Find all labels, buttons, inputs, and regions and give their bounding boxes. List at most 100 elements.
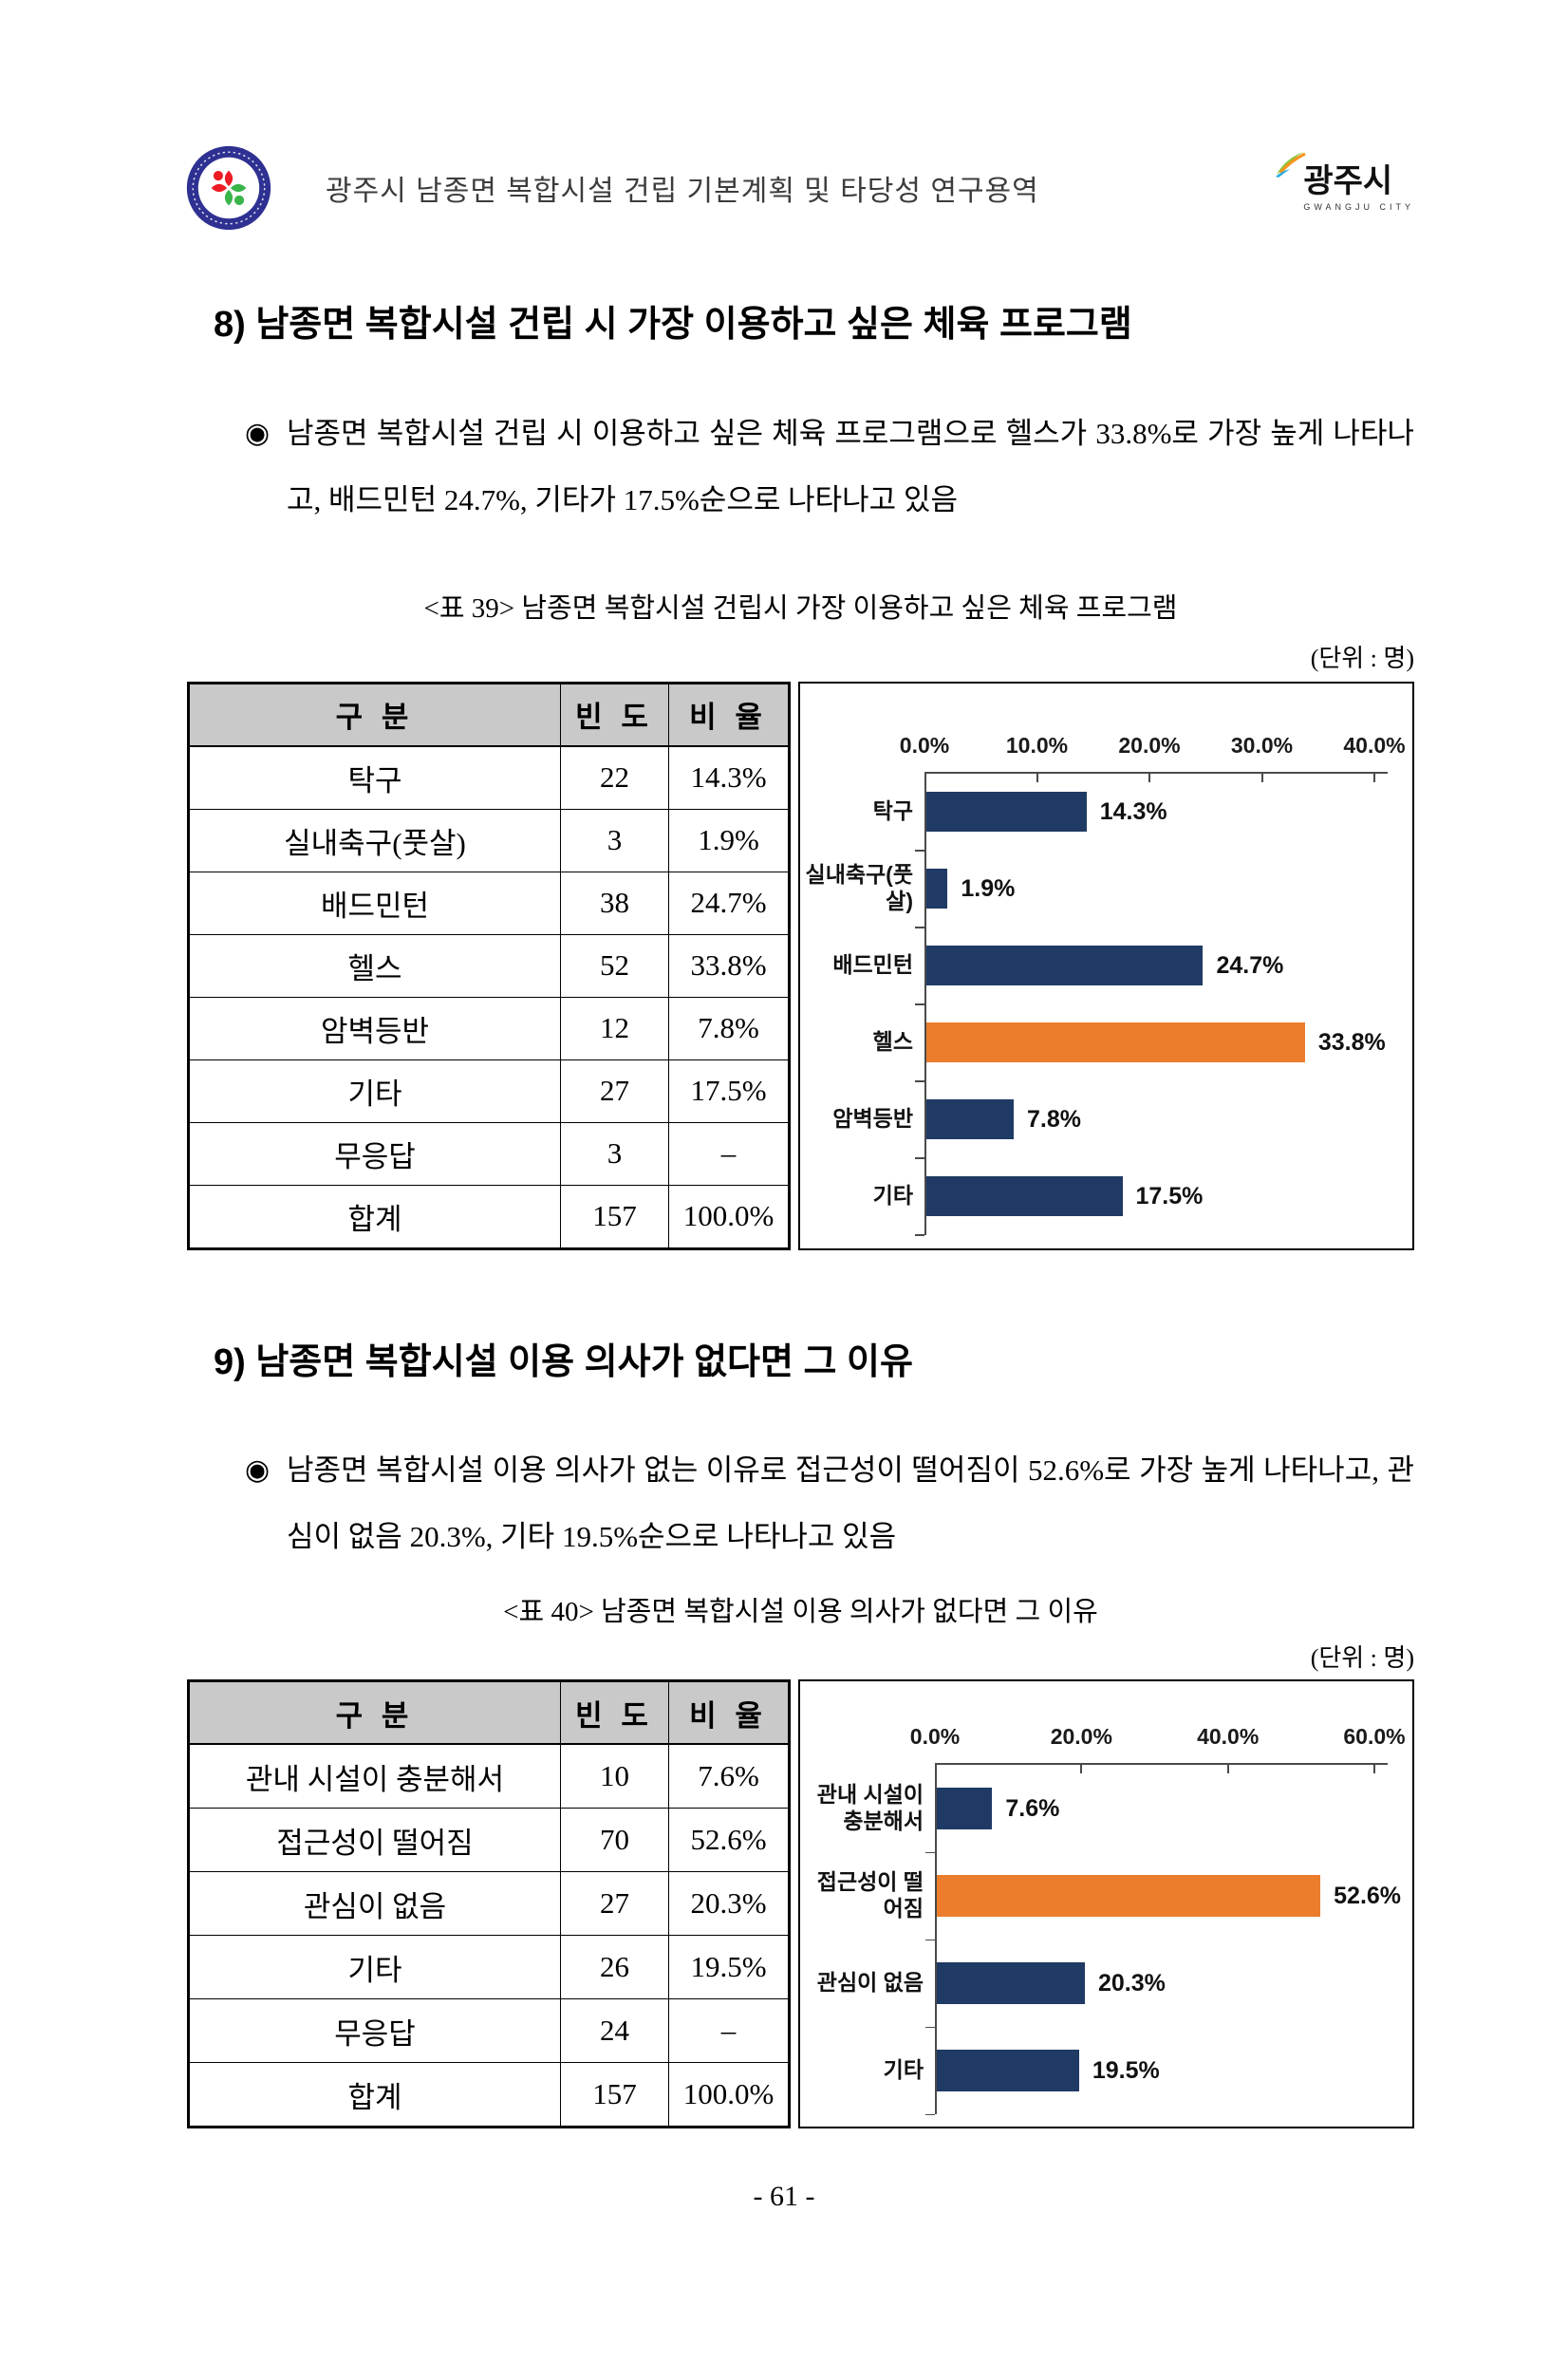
cell-label: 배드민턴	[188, 871, 561, 935]
bar-value-label: 24.7%	[1216, 951, 1284, 979]
bar	[926, 1099, 1015, 1139]
bar-value-label: 17.5%	[1135, 1182, 1204, 1209]
tick-mark	[1373, 773, 1375, 782]
cell-freq: 157	[560, 1184, 669, 1249]
category-label: 기타	[872, 1183, 913, 1209]
chart40-axis: 0.0% 20.0% 40.0% 60.0%	[800, 1681, 1406, 1773]
table-row: 관내 시설이 충분해서 10 7.6%	[188, 1743, 790, 1809]
cell-freq: 3	[560, 808, 669, 872]
cell-ratio: 14.3%	[668, 745, 790, 810]
col-header-category: 구 분	[188, 1680, 561, 1745]
page-number: - 61 -	[753, 2181, 815, 2212]
bar	[926, 946, 1204, 985]
col-header-ratio: 비 율	[668, 1680, 790, 1745]
cell-ratio: 24.7%	[668, 871, 790, 935]
table-row: 합계 157 100.0%	[188, 1184, 790, 1249]
chart40-axis-line: 0.0% 20.0% 40.0% 60.0%	[910, 1681, 1406, 1773]
cell-freq: 3	[560, 1121, 669, 1186]
category-label: 배드민턴	[832, 952, 913, 978]
category-label: 관내 시설이 충분해서	[816, 1782, 924, 1833]
table-row: 배드민턴 38 24.7%	[188, 871, 790, 935]
bar	[926, 792, 1087, 832]
chart39-axis-line: 0.0% 10.0% 20.0% 30.0% 40.0%	[900, 684, 1406, 782]
cell-ratio: 17.5%	[668, 1059, 790, 1123]
cell-ratio: 7.8%	[668, 996, 790, 1060]
tick-label: 0.0%	[909, 1724, 961, 1749]
section8-table-chart-block: 구 분 빈 도 비 율 탁구 22 14.3% 실내축구(풋살) 3 1.9% 배드민턴…	[187, 681, 1414, 1250]
emblem-pinwheel	[211, 170, 247, 206]
cell-freq: 38	[560, 871, 669, 935]
chart39-axis: 0.0% 10.0% 20.0% 30.0% 40.0%	[800, 684, 1406, 782]
chart40-box: 0.0% 20.0% 40.0% 60.0% 관내 시설이 충분해서 7.6% …	[798, 1679, 1414, 2128]
cell-freq: 12	[560, 996, 669, 1060]
bar	[937, 1788, 993, 1829]
table-row: 헬스 52 33.8%	[188, 933, 790, 998]
page-header: 광주시 남종면 복합시설 건립 기본계획 및 타당성 연구용역 광주시 GWAN…	[185, 144, 1414, 232]
table40: 구 분 빈 도 비 율 관내 시설이 충분해서 10 7.6% 접근성이 떨어짐 70…	[187, 1679, 791, 2128]
section8-bullet-paragraph: ◉ 남종면 복합시설 건립 시 이용하고 싶은 체육 프로그램으로 헬스가 33…	[245, 401, 1414, 534]
table-row: 무응답 24–	[188, 1998, 790, 2063]
gwangju-swoosh-icon	[1276, 151, 1306, 178]
chart-row: 관내 시설이 충분해서 7.6%	[800, 1765, 1374, 1853]
cell-ratio: 20.3%	[668, 1871, 790, 1936]
cell-freq: 157	[560, 2062, 669, 2128]
col-header-category: 구 분	[188, 682, 561, 747]
document-page: 광주시 남종면 복합시설 건립 기본계획 및 타당성 연구용역 광주시 GWAN…	[0, 144, 1568, 2362]
cell-label: 기타	[188, 1935, 561, 1999]
table39-unit-note: (단위 : 명)	[1310, 644, 1414, 672]
bar	[926, 1176, 1123, 1216]
cell-ratio: 33.8%	[668, 933, 790, 998]
cell-label: 기타	[188, 1059, 561, 1123]
chart-row: 기타 17.5%	[800, 1157, 1374, 1236]
cell-freq: 22	[560, 745, 669, 810]
col-header-frequency: 빈 도	[560, 1680, 669, 1745]
chart-row: 헬스 33.8%	[800, 1003, 1386, 1082]
bullet-icon: ◉	[245, 1453, 271, 1487]
chart-row: 접근성이 떨어짐 52.6%	[800, 1852, 1401, 1940]
category-label: 기타	[883, 2057, 924, 2083]
table-row: 합계 157 100.0%	[188, 2062, 790, 2128]
table-header-row: 구 분 빈 도 비 율	[188, 682, 790, 747]
table39: 구 분 빈 도 비 율 탁구 22 14.3% 실내축구(풋살) 3 1.9% 배드민턴…	[187, 681, 791, 1250]
cell-ratio: 100.0%	[668, 2062, 790, 2128]
cell-freq: 26	[560, 1935, 669, 1999]
tick-label: 20.0%	[1050, 1724, 1112, 1749]
table-row: 관심이 없음 27 20.3%	[188, 1871, 790, 1936]
table-row: 암벽등반 12 7.8%	[188, 996, 790, 1060]
cell-ratio: 1.9%	[668, 808, 790, 872]
table-row: 실내축구(풋살) 3 1.9%	[188, 808, 790, 872]
tick-mark	[1373, 1765, 1375, 1773]
cell-label: 합계	[188, 2062, 561, 2128]
table40-unit-note: (단위 : 명)	[1310, 1644, 1414, 1672]
cell-label: 무응답	[188, 1998, 561, 2063]
bar-value-label: 7.8%	[1027, 1105, 1082, 1133]
category-label: 헬스	[872, 1029, 913, 1055]
section9-bullet-paragraph: ◉ 남종면 복합시설 이용 의사가 없는 이유로 접근성이 떨어짐이 52.6%…	[245, 1437, 1414, 1570]
cell-label: 암벽등반	[188, 996, 561, 1060]
col-header-ratio: 비 율	[668, 682, 790, 747]
namjongmyeon-emblem-icon	[186, 145, 271, 231]
cell-label: 실내축구(풋살)	[188, 808, 561, 872]
section8-bullet-text: 남종면 복합시설 건립 시 이용하고 싶은 체육 프로그램으로 헬스가 33.8…	[287, 416, 1414, 516]
chart39-bar-chart: 0.0% 10.0% 20.0% 30.0% 40.0% 탁구 14.3%	[800, 684, 1412, 1248]
cell-freq: 70	[560, 1808, 669, 1872]
bar-highlighted	[937, 1875, 1321, 1917]
bullet-icon: ◉	[245, 416, 271, 450]
cell-ratio: 7.6%	[668, 1743, 790, 1809]
chart-row: 탁구 14.3%	[800, 773, 1374, 852]
cell-ratio: –	[668, 1121, 790, 1186]
chart-row: 실내축구(풋살) 1.9%	[800, 850, 1374, 928]
cell-label: 합계	[188, 1184, 561, 1249]
table40-caption: <표 40> 남종면 복합시설 이용 의사가 없다면 그 이유	[503, 1597, 1098, 1627]
table-row: 탁구 22 14.3%	[188, 745, 790, 810]
cell-freq: 27	[560, 1871, 669, 1936]
tick-mark	[1260, 773, 1263, 782]
tick-mark	[1148, 773, 1150, 782]
gwangju-city-subtext: GWANGJU CITY	[1303, 201, 1414, 212]
tick-label: 20.0%	[1118, 732, 1181, 758]
tick-label: 0.0%	[899, 732, 950, 758]
section9-heading: 9) 남종면 복합시설 이용 의사가 없다면 그 이유	[214, 1341, 913, 1382]
chart-row: 기타 19.5%	[800, 2027, 1374, 2115]
cell-freq: 52	[560, 933, 669, 998]
gwangju-city-text: 광주시	[1303, 162, 1393, 199]
